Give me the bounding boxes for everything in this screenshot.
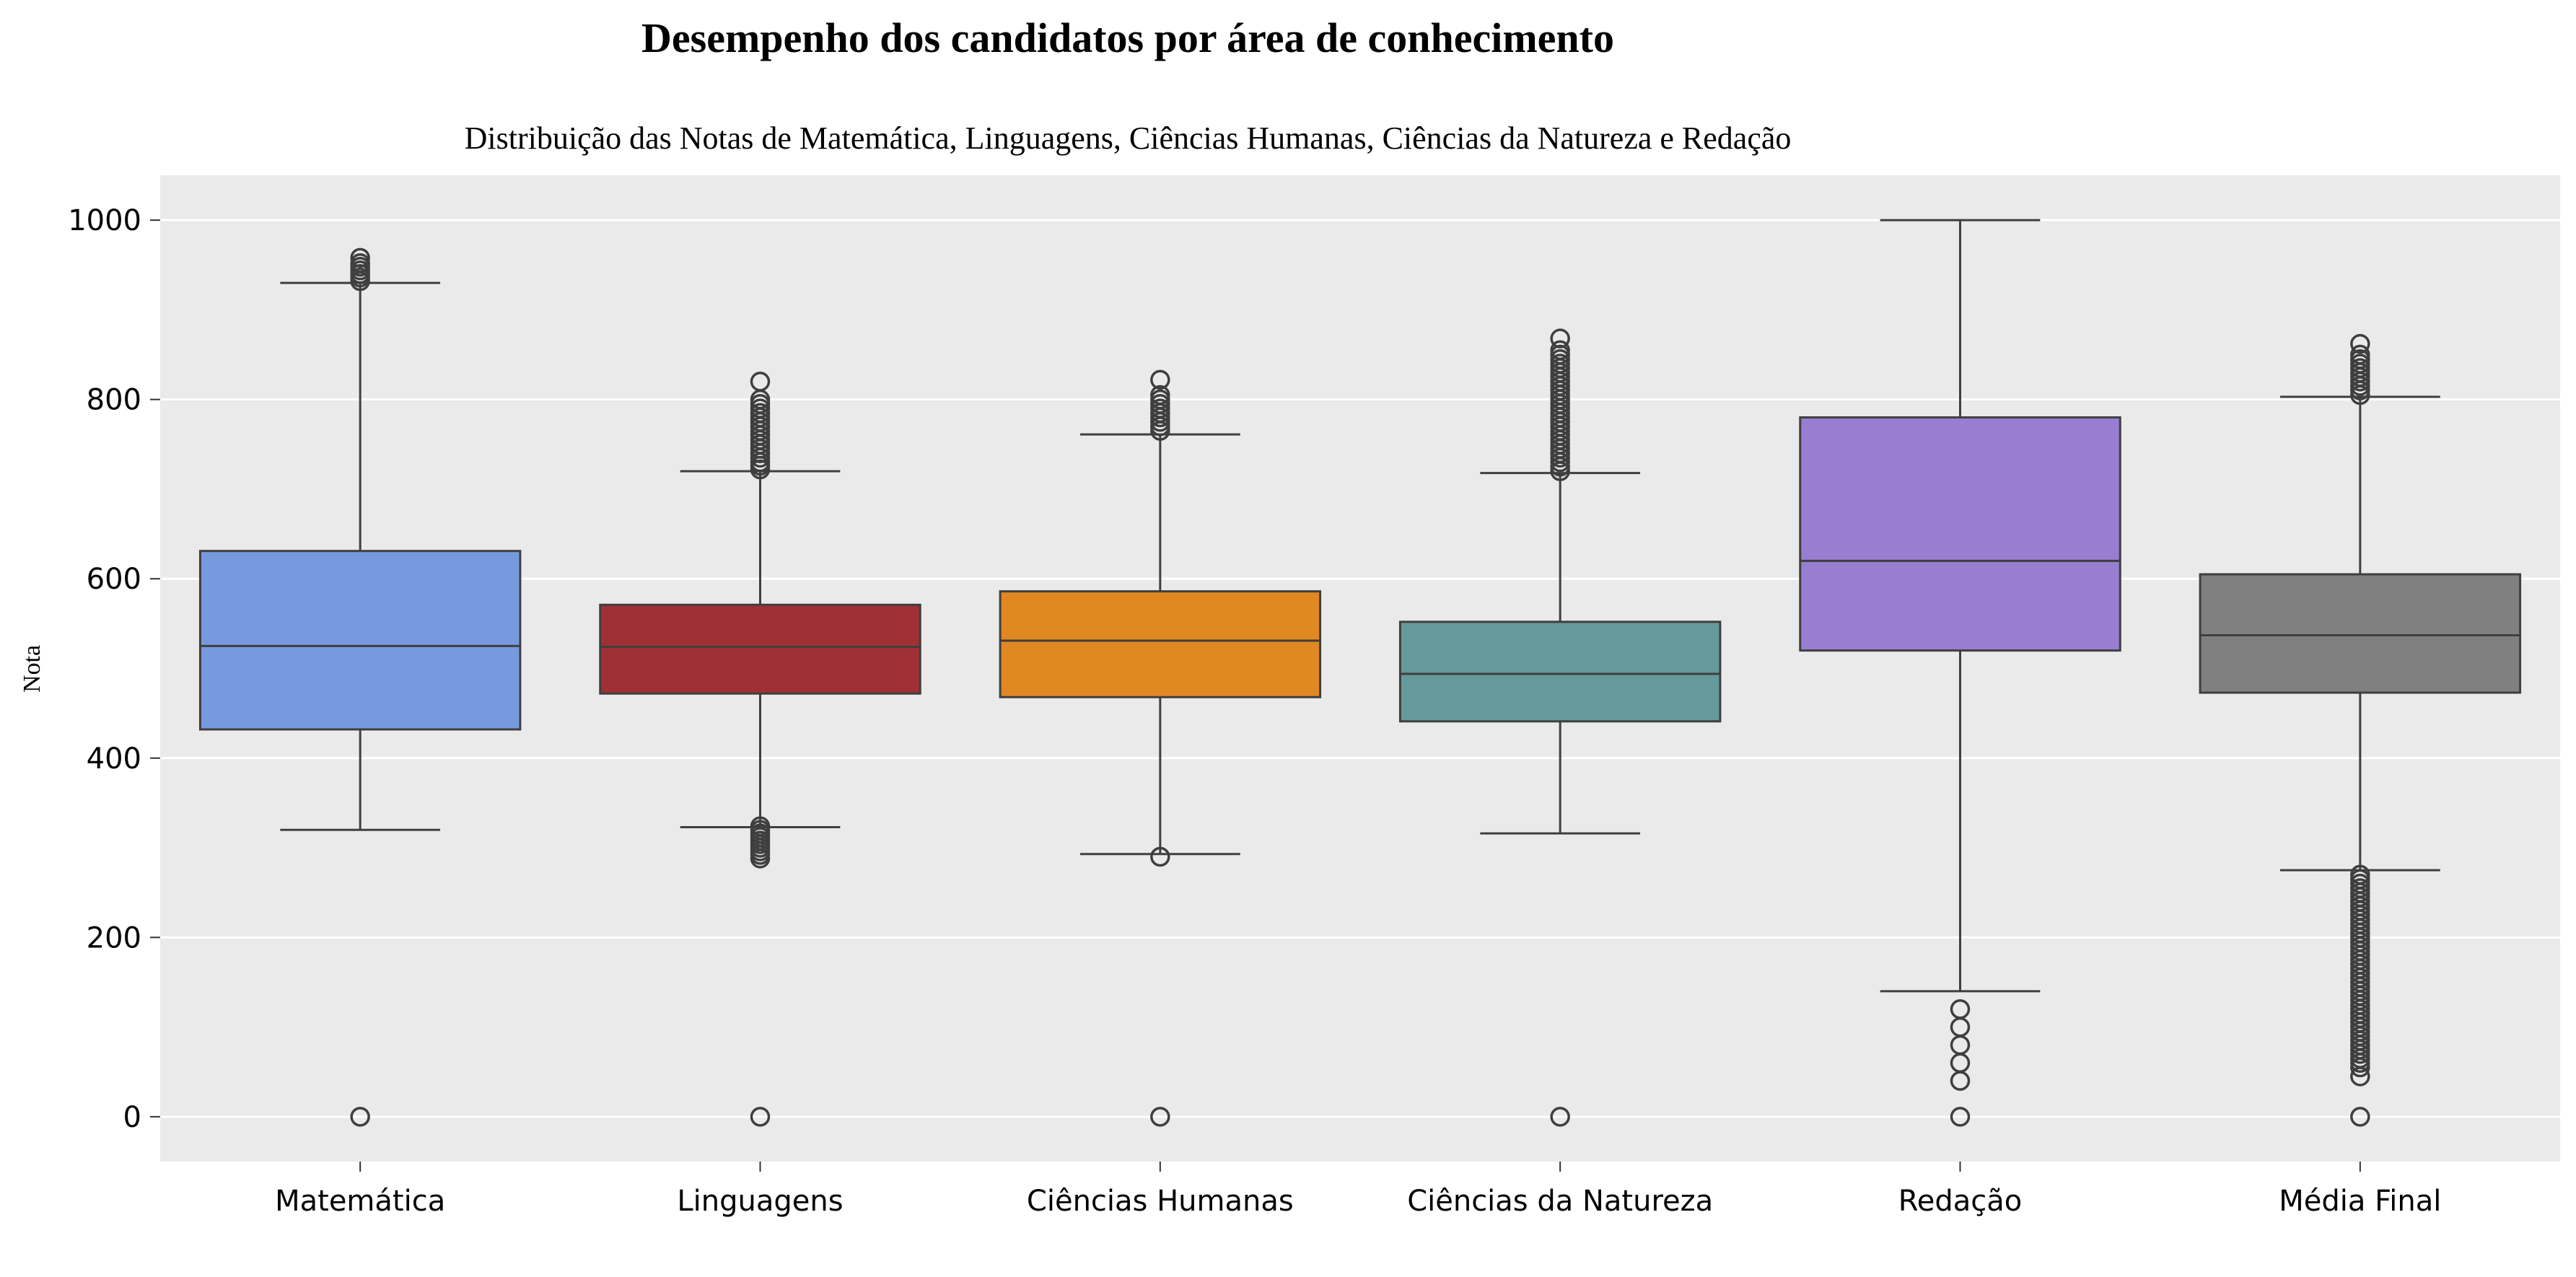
box	[198, 550, 522, 731]
outlier-point	[350, 253, 370, 273]
outlier-point	[2350, 1107, 2370, 1127]
outlier-point	[1550, 328, 1570, 348]
chart-subtitle: Distribuição das Notas de Matemática, Li…	[465, 120, 1792, 156]
outlier-point	[750, 1107, 771, 1127]
box-group	[599, 372, 921, 1127]
x-tick-label: Linguagens	[677, 1185, 843, 1218]
outlier-point	[2350, 864, 2370, 885]
x-tick-label: Ciências Humanas	[1027, 1185, 1294, 1218]
outlier-point	[2350, 333, 2370, 354]
box-group	[2199, 333, 2522, 1127]
outlier-point	[1950, 999, 1971, 1019]
grid-lines	[160, 219, 2560, 1118]
plot-area	[160, 175, 2560, 1162]
box	[2199, 573, 2522, 694]
outlier-point	[750, 816, 771, 836]
box	[1799, 416, 2121, 652]
outlier-point	[1150, 369, 1170, 390]
x-axis: Matemática Linguagens Ciências Humanas Ciên…	[275, 1162, 2441, 1218]
box	[999, 590, 1322, 698]
x-tick-label: Ciências da Natureza	[1407, 1185, 1713, 1218]
box-group	[1398, 328, 1722, 1127]
box-group	[198, 247, 522, 1127]
chart-title: Desempenho dos candidatos por área de co…	[641, 14, 1614, 61]
y-tick-label: 800	[87, 384, 141, 417]
box-series	[198, 219, 2522, 1127]
box	[599, 603, 921, 695]
outlier-point	[1550, 340, 1570, 361]
y-tick-label: 600	[87, 563, 141, 596]
x-tick-label: Redação	[1898, 1185, 2022, 1218]
outlier-point	[2350, 344, 2370, 365]
outlier-point	[1150, 385, 1170, 405]
y-tick-label: 400	[87, 742, 141, 776]
x-tick-label: Matemática	[275, 1185, 445, 1218]
outlier-point	[1950, 1107, 1971, 1127]
outlier-point	[1150, 846, 1170, 867]
box-group	[999, 369, 1322, 1127]
outlier-point	[1550, 1107, 1570, 1127]
outlier-point	[1150, 1107, 1170, 1127]
y-tick-label: 0	[123, 1101, 141, 1134]
outlier-point	[350, 1107, 370, 1127]
y-axis-label: Nota	[19, 645, 45, 693]
y-axis: 0 200 400 600 800 1000	[68, 204, 160, 1134]
x-tick-label: Média Final	[2279, 1185, 2441, 1218]
outlier-point	[350, 247, 370, 268]
box-group	[1799, 219, 2121, 1127]
box	[1398, 620, 1722, 723]
y-tick-label: 200	[87, 921, 141, 955]
outlier-point	[750, 372, 771, 392]
y-tick-label: 1000	[68, 204, 141, 237]
